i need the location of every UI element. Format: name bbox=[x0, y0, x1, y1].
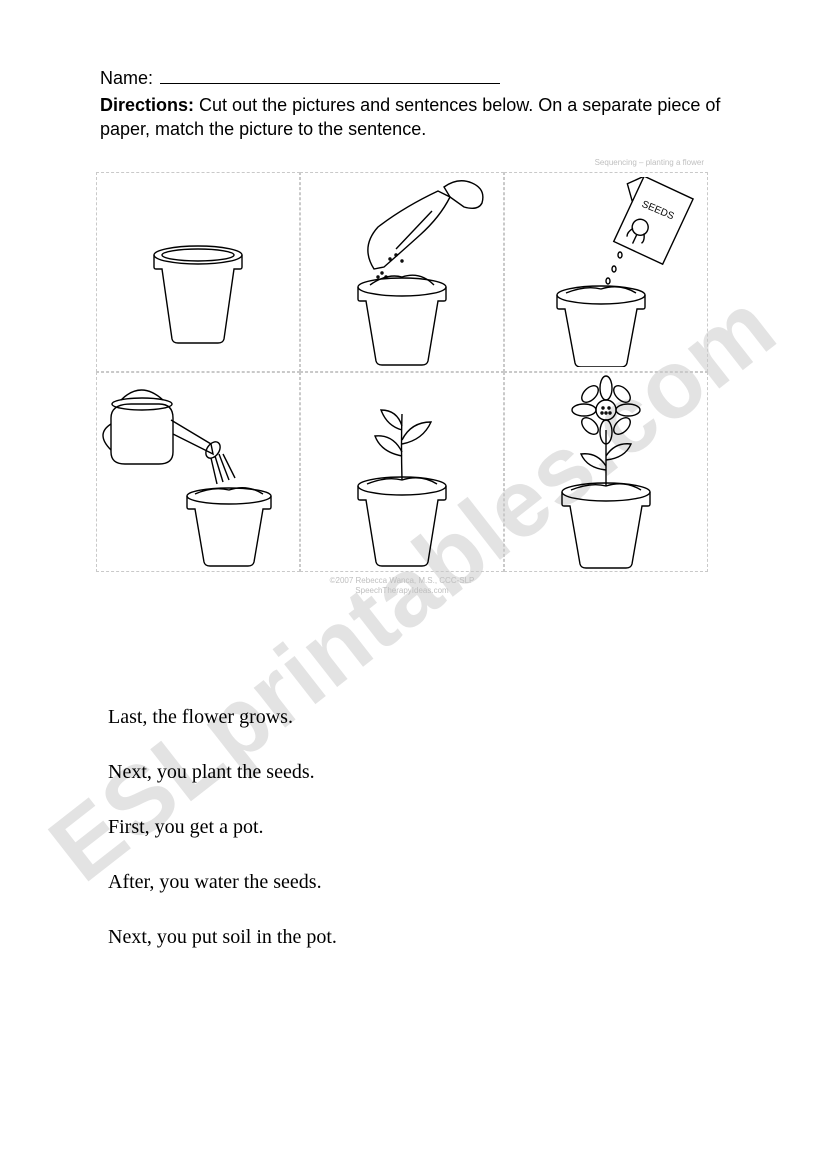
grid-cell-flower bbox=[504, 372, 708, 572]
svg-text:SEEDS: SEEDS bbox=[640, 199, 676, 223]
grid-cell-seeds: SEEDS bbox=[504, 172, 708, 372]
grid-credit: ©2007 Rebecca Wanca, M.S., CCC-SLP Speec… bbox=[96, 576, 708, 597]
watering-can-pot-icon bbox=[101, 374, 296, 569]
name-field-line: Name: bbox=[100, 68, 738, 89]
credit-line-1: ©2007 Rebecca Wanca, M.S., CCC-SLP bbox=[330, 576, 475, 585]
sentence-list: Last, the flower grows. Next, you plant … bbox=[108, 706, 738, 949]
sprout-pot-icon bbox=[327, 374, 477, 569]
directions-block: Directions: Cut out the pictures and sen… bbox=[100, 93, 738, 142]
flower-pot-icon bbox=[531, 374, 681, 569]
directions-label: Directions: bbox=[100, 95, 194, 115]
seed-packet-pot-icon: SEEDS bbox=[516, 177, 696, 367]
sentence-item: After, you water the seeds. bbox=[108, 871, 738, 894]
grid-top-caption: Sequencing – planting a flower bbox=[595, 158, 704, 167]
sentence-item: Next, you plant the seeds. bbox=[108, 761, 738, 784]
name-blank-underline bbox=[160, 83, 500, 84]
credit-line-2: SpeechTherapyIdeas.com bbox=[355, 586, 448, 595]
grid-cell-pot bbox=[96, 172, 300, 372]
grid-cell-sprout bbox=[300, 372, 504, 572]
directions-text: Cut out the pictures and sentences below… bbox=[100, 95, 720, 139]
picture-grid: SEEDS bbox=[96, 172, 708, 572]
empty-pot-icon bbox=[138, 197, 258, 347]
trowel-soil-pot-icon bbox=[312, 177, 492, 367]
sentence-item: Next, you put soil in the pot. bbox=[108, 926, 738, 949]
grid-cell-soil bbox=[300, 172, 504, 372]
grid-cell-water bbox=[96, 372, 300, 572]
sentence-item: First, you get a pot. bbox=[108, 816, 738, 839]
sentence-item: Last, the flower grows. bbox=[108, 706, 738, 729]
name-label: Name: bbox=[100, 68, 153, 88]
picture-grid-wrap: Sequencing – planting a flower bbox=[96, 172, 708, 597]
